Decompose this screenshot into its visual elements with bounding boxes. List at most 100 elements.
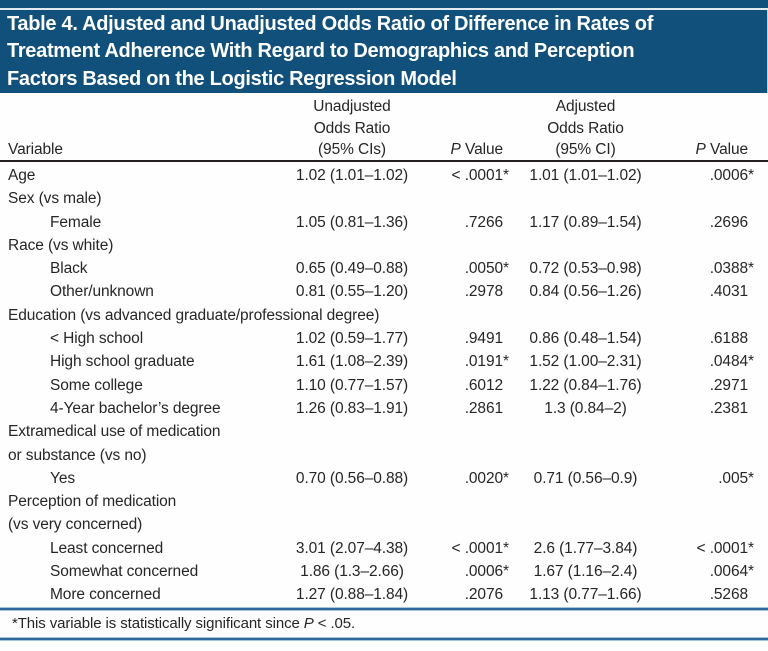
cell-p-value-adjusted: .0388* [709,260,754,278]
group-label: Race (vs white) [8,236,114,254]
p-value-text: .9491 [464,330,503,348]
table-group-row: Race (vs white) [0,234,768,257]
header-unadjusted-odds-ratio: Unadjusted Odds Ratio (95% CIs) [313,98,391,158]
cell-unadjusted-odds-ratio: 1.02 (1.01–1.02) [295,167,409,184]
footnote-text-before: *This variable is statistically signific… [12,614,304,632]
table-footnote: *This variable is statistically signific… [0,611,768,637]
table-group-row: Education (vs advanced graduate/professi… [0,304,768,327]
cell-p-value-adjusted: < .0001* [696,539,754,557]
table-row: < High school 1.02 (0.59–1.77) .9491 0.86 (… [0,327,768,350]
p-value-text: .0020 [464,469,503,487]
cell-variable: More concerned [50,586,161,604]
cell-unadjusted-odds-ratio: 0.70 (0.56–0.88) [295,469,409,487]
p-italic: P [695,141,706,158]
cell-p-value-adjusted: .2971 [668,374,768,397]
cell-variable: Yes [50,469,75,487]
p-value-text: .2381 [709,399,748,417]
table-group-row: Perception of medication (vs very concer… [0,490,768,537]
cell-variable: Least concerned [50,539,164,557]
table-row: More concerned 1.27 (0.88–1.84) .2076 1.13 … [0,583,768,606]
p-value-text: .0191 [464,353,503,371]
cell-unadjusted-odds-ratio: 1.86 (1.3–2.66) [300,563,404,581]
table-row: Least concerned 3.01 (2.07–4.38) < .0001* 2… [0,537,768,560]
p-value-text: .0484 [709,353,748,371]
cell-p-value-adjusted: .005* [718,469,754,487]
cell-variable: Somewhat concerned [50,563,199,581]
cell-unadjusted-odds-ratio: 1.05 (0.81–1.36) [295,213,409,231]
cell-adjusted-odds-ratio: 1.52 (1.00–2.31) [529,353,642,371]
title-gap-line [0,8,768,10]
p-value-text: .0064 [709,563,748,581]
p-value-label: Value [460,141,503,158]
table-body: Age 1.02 (1.01–1.02) < .0001* 1.01 (1.01–1.… [0,162,768,607]
table-bottom-rule [0,636,768,641]
footnote-top-rule [0,606,768,611]
header-variable: Variable [8,141,63,158]
cell-adjusted-odds-ratio: 2.6 (1.77–3.84) [533,539,638,557]
cell-p-value-unadjusted: < .0001* [451,539,509,557]
cell-adjusted-odds-ratio: 0.84 (0.56–1.26) [529,283,642,301]
table-title-bar: Table 4. Adjusted and Unadjusted Odds Ra… [0,10,768,93]
cell-adjusted-odds-ratio: 0.71 (0.56–0.9) [533,469,638,487]
cell-p-value-unadjusted: .2978 [422,280,503,303]
cell-unadjusted-odds-ratio: 1.61 (1.08–2.39) [295,353,409,371]
table-row: Yes 0.70 (0.56–0.88) .0020* 0.71 (0.56–0.9)… [0,467,768,490]
table-row: Some college 1.10 (0.77–1.57) .6012 1.22 (0… [0,374,768,397]
cell-variable: Some college [50,376,143,394]
cell-adjusted-odds-ratio: 1.17 (0.89–1.54) [529,213,642,231]
p-value-text: .0388 [709,260,748,278]
p-value-text: .2076 [464,586,503,604]
group-label: Education (vs advanced graduate/professi… [8,306,380,324]
cell-p-value-adjusted: .0484* [709,353,754,371]
cell-unadjusted-odds-ratio: 1.26 (0.83–1.91) [295,399,409,417]
table-row: Other/unknown 0.81 (0.55–1.20) .2978 0.84 (… [0,280,768,303]
cell-p-value-unadjusted: .0020* [464,469,509,487]
p-value-text: .2971 [709,376,748,394]
header-p-value-unadjusted: P Value [422,139,504,161]
table-row: 4-Year bachelor’s degree 1.26 (0.83–1.91)… [0,397,768,420]
cell-adjusted-odds-ratio: 1.01 (1.01–1.02) [529,167,642,184]
footnote-p-italic: P [303,614,314,632]
cell-adjusted-odds-ratio: 1.22 (0.84–1.76) [529,376,642,394]
p-value-text: .005 [718,469,748,487]
table-row: Black 0.65 (0.49–0.88) .0050* 0.72 (0.53–0.… [0,257,768,280]
cell-variable: Other/unknown [50,283,154,301]
p-value-text: .7266 [464,213,503,231]
group-label: Sex (vs male) [8,190,102,208]
cell-adjusted-odds-ratio: 1.13 (0.77–1.66) [529,586,642,604]
p-value-text: .0050 [464,260,503,278]
cell-p-value-unadjusted: .2861 [422,397,503,420]
cell-variable: Age [8,167,36,184]
cell-p-value-adjusted: .5268 [668,583,768,606]
group-label: Perception of medication (vs very concer… [8,493,177,534]
cell-p-value-unadjusted: .2076 [422,583,503,606]
table-row: High school graduate 1.61 (1.08–2.39) .019… [0,350,768,373]
cell-adjusted-odds-ratio: 0.86 (0.48–1.54) [529,330,642,348]
cell-unadjusted-odds-ratio: 3.01 (2.07–4.38) [295,539,409,557]
cell-variable: < High school [50,330,144,348]
cell-p-value-adjusted: .2381 [668,397,768,420]
cell-adjusted-odds-ratio: 1.3 (0.84–2) [544,399,627,417]
p-value-text: .4031 [709,283,748,301]
footnote-text-after: < .05. [313,614,356,632]
cell-variable: High school graduate [50,353,195,371]
p-value-label: Value [705,141,748,158]
p-value-text: .2861 [464,399,503,417]
cell-p-value-unadjusted: .7266 [422,211,503,234]
cell-unadjusted-odds-ratio: 1.10 (0.77–1.57) [295,376,409,394]
cell-p-value-unadjusted: .0006* [464,563,509,581]
cell-variable: Female [50,213,102,231]
p-value-text: < .0001 [451,539,504,557]
cell-p-value-unadjusted: .9491 [422,327,503,350]
table-row: Female 1.05 (0.81–1.36) .7266 1.17 (0.89–1.… [0,211,768,234]
cell-p-value-adjusted: .2696 [668,211,768,234]
p-italic: P [450,141,461,158]
p-value-text: .6012 [464,376,503,394]
cell-unadjusted-odds-ratio: 1.27 (0.88–1.84) [295,586,409,604]
p-value-text: .0006 [709,167,748,184]
cell-p-value-unadjusted: .0050* [464,260,509,278]
table-row: Somewhat concerned 1.86 (1.3–2.66) .0006* 1… [0,560,768,583]
p-value-text: < .0001 [696,539,749,557]
table-group-row: Extramedical use of medication or substa… [0,420,768,467]
